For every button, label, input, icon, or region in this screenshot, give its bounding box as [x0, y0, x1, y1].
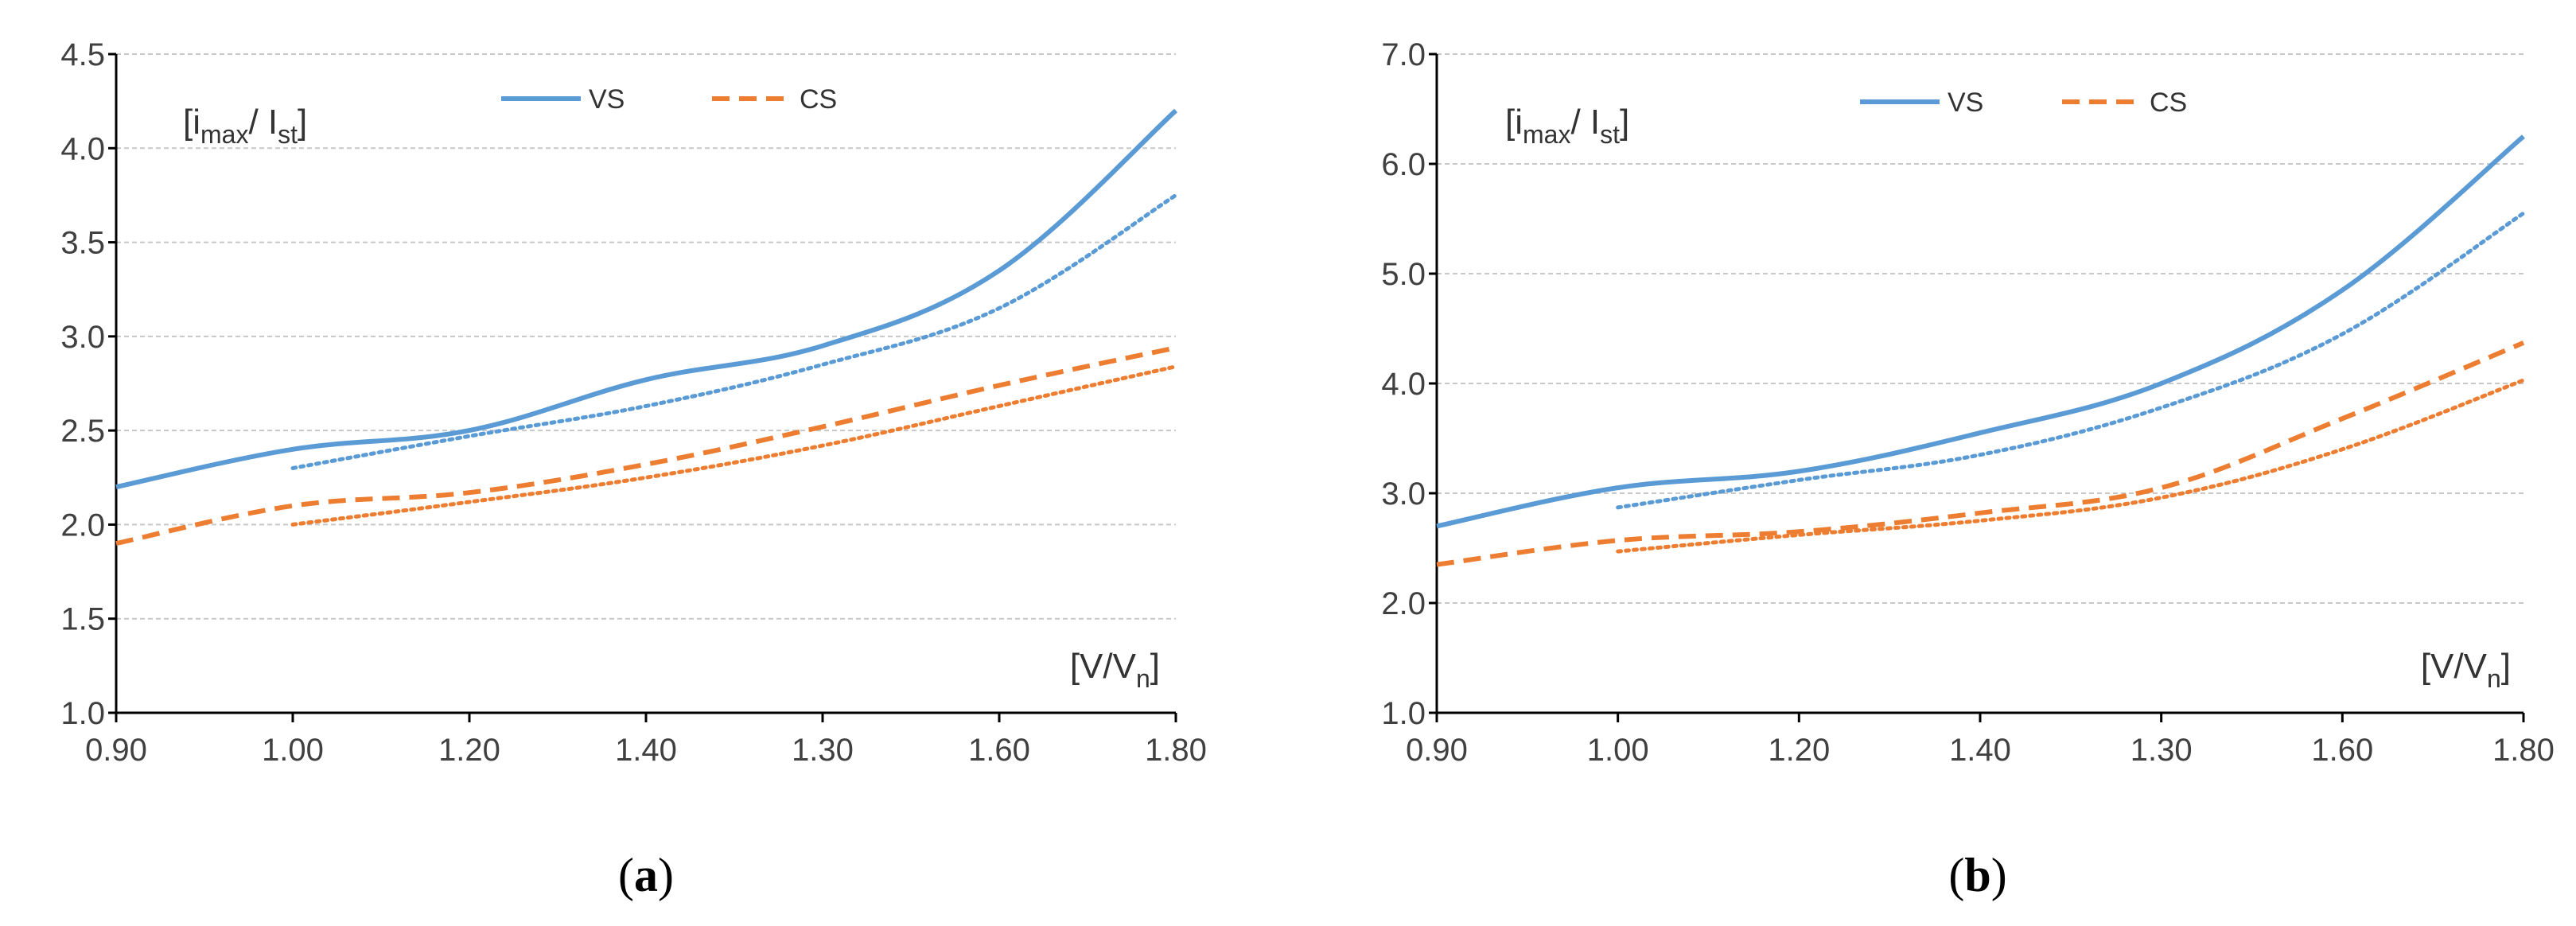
- legend-label-vs: VS: [1948, 88, 1983, 118]
- panel-label: (b): [1948, 849, 2006, 901]
- x-tick-label: 1.80: [2492, 733, 2555, 768]
- series-line-vs: [1436, 134, 2525, 529]
- chart-panel-b: 1.0 2.0 3.0 4.0 5.0 6.0 7.0 0.90 1.00 1.20 1.40 1.3…: [1381, 37, 2555, 901]
- x-tick-label: 1.40: [615, 733, 677, 768]
- legend: VS CS: [1860, 88, 2187, 118]
- legend: VS CS: [501, 84, 837, 115]
- x-tick-label: 1.60: [968, 733, 1030, 768]
- legend-label-cs: CS: [2150, 88, 2187, 118]
- y-tick-label: 3.5: [60, 226, 105, 261]
- y-tick-label: 2.5: [60, 414, 105, 449]
- x-tick-label: 1.30: [2130, 733, 2193, 768]
- x-tick-label: 1.60: [2311, 733, 2373, 768]
- x-tick-label: 0.90: [1406, 733, 1468, 768]
- legend-label-cs: CS: [800, 84, 837, 115]
- y-tick-label: 3.0: [1381, 477, 1426, 512]
- y-tick-label: 4.5: [60, 37, 105, 72]
- y-tick-label: 2.0: [60, 508, 105, 543]
- x-tick-label: 1.40: [1949, 733, 2011, 768]
- x-tick-label: 0.90: [85, 733, 147, 768]
- legend-label-vs: VS: [589, 84, 625, 115]
- x-tick-label: 1.00: [262, 733, 324, 768]
- chart-panel-a: 1.0 1.5 2.0 2.5 3.0 3.5 4.0 4.5 0.90 1.00 1.20 1.40…: [60, 37, 1207, 901]
- series-line-vs-dotted: [1616, 211, 2526, 510]
- x-tick-label: 1.20: [1768, 733, 1830, 768]
- y-tick-label: 7.0: [1381, 37, 1426, 72]
- y-tick-label: 1.0: [1381, 696, 1426, 731]
- series-line-vs-dotted: [290, 193, 1178, 470]
- x-tick-label: 1.30: [792, 733, 854, 768]
- series-line-cs-dotted: [1616, 378, 2526, 554]
- series-line-vs: [115, 108, 1178, 490]
- x-axis-label: [V/Vn]: [2421, 647, 2511, 693]
- series-line-cs-dotted: [290, 364, 1178, 527]
- x-tick-label: 1.00: [1587, 733, 1649, 768]
- y-axis-label: [imax/ Ist]: [183, 103, 307, 149]
- y-tick-label: 1.0: [60, 696, 105, 731]
- y-tick-label: 5.0: [1381, 257, 1426, 292]
- series-line-cs: [1436, 340, 2525, 567]
- y-tick-label: 4.0: [60, 131, 105, 166]
- y-tick-label: 3.0: [60, 320, 105, 355]
- x-tick-label: 1.80: [1145, 733, 1207, 768]
- y-tick-label: 6.0: [1381, 147, 1426, 182]
- y-tick-label: 1.5: [60, 602, 105, 637]
- y-tick-label: 2.0: [1381, 586, 1426, 621]
- y-tick-label: 4.0: [1381, 367, 1426, 402]
- x-axis-label: [V/Vn]: [1070, 647, 1160, 693]
- x-tick-label: 1.20: [438, 733, 500, 768]
- series-line-cs: [115, 345, 1177, 547]
- y-axis-label: [imax/ Ist]: [1505, 103, 1629, 149]
- panel-label: (a): [618, 849, 674, 901]
